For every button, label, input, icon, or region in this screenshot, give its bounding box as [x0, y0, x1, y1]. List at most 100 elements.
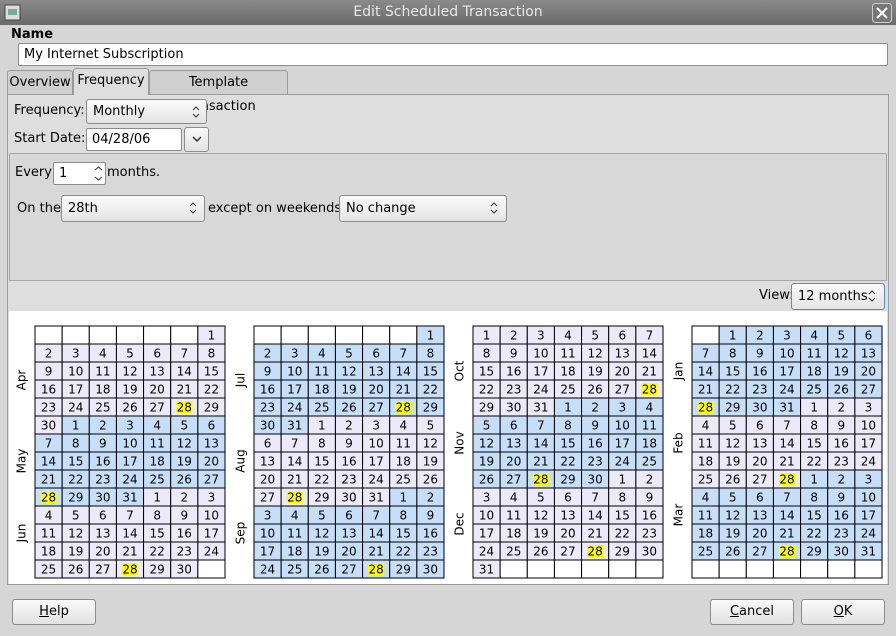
- help-button[interactable]: Help: [12, 599, 96, 625]
- month-label: Feb: [672, 432, 686, 453]
- tab-active[interactable]: Frequency: [73, 68, 149, 95]
- day-number: 23: [642, 527, 657, 541]
- frequency-combo[interactable]: Monthly: [86, 99, 207, 124]
- day-number: 13: [95, 527, 110, 541]
- day-number: 18: [506, 527, 521, 541]
- day-number: 4: [153, 419, 161, 433]
- day-number: 5: [427, 419, 435, 433]
- day-cell: [307, 325, 336, 345]
- day-number: 8: [208, 347, 216, 361]
- day-number: 9: [345, 437, 353, 451]
- day-number: 29: [479, 401, 494, 415]
- day-number: 10: [369, 437, 384, 451]
- day-number: 28: [533, 473, 548, 487]
- weekend-combo[interactable]: No change: [339, 195, 507, 222]
- day-number: 17: [533, 365, 548, 379]
- day-number: 30: [423, 563, 438, 577]
- cancel-button[interactable]: Cancel: [710, 599, 794, 625]
- day-number: 15: [725, 365, 740, 379]
- day-number: 14: [779, 437, 794, 451]
- day-cell: [334, 325, 364, 345]
- spin-arrows[interactable]: [92, 163, 105, 184]
- day-number: 18: [642, 437, 657, 451]
- day-number: 29: [615, 545, 630, 559]
- day-number: 8: [318, 437, 326, 451]
- day-number: 11: [560, 347, 575, 361]
- day-cell: [553, 559, 583, 579]
- day-number: 27: [341, 563, 356, 577]
- ok-button[interactable]: OK: [801, 599, 885, 625]
- day-number: 18: [150, 455, 165, 469]
- day-number: 8: [427, 347, 435, 361]
- highlight: [641, 383, 658, 395]
- day-number: 26: [68, 563, 83, 577]
- day-combo[interactable]: 28th: [61, 195, 205, 222]
- day-number: 19: [725, 527, 740, 541]
- day-number: 23: [506, 383, 521, 397]
- close-button[interactable]: [872, 3, 892, 23]
- day-number: 25: [150, 473, 165, 487]
- name-input[interactable]: My Internet Subscription: [18, 43, 888, 66]
- day-number: 30: [506, 401, 521, 415]
- start-date-input[interactable]: 04/28/06: [86, 128, 182, 151]
- day-number: 31: [369, 491, 384, 505]
- day-number: 9: [45, 365, 53, 379]
- day-number: 8: [618, 491, 626, 505]
- day-number: 7: [45, 437, 53, 451]
- day-number: 4: [702, 491, 710, 505]
- day-number: 15: [423, 365, 438, 379]
- button-label: OK: [833, 604, 853, 619]
- day-number: 25: [698, 473, 713, 487]
- day-number: 20: [204, 455, 219, 469]
- month-label: Aug: [234, 449, 248, 472]
- app-icon: [4, 4, 21, 21]
- highlight: [40, 491, 57, 503]
- tab[interactable]: Overview: [7, 70, 73, 94]
- day-number: 5: [126, 347, 134, 361]
- day-number: 1: [72, 419, 80, 433]
- day-number: 20: [260, 473, 275, 487]
- day-number: 16: [41, 383, 56, 397]
- day-number: 27: [861, 383, 876, 397]
- day-number: 1: [729, 329, 737, 343]
- day-number: 15: [615, 509, 630, 523]
- day-cell: [827, 559, 856, 579]
- day-cell: [772, 559, 802, 579]
- day-number: 9: [180, 509, 188, 523]
- combo-arrows: [490, 202, 498, 214]
- day-number: 31: [533, 401, 548, 415]
- day-number: 5: [729, 491, 737, 505]
- day-number: 11: [642, 419, 657, 433]
- day-number: 30: [752, 401, 767, 415]
- day-number: 21: [122, 545, 137, 559]
- name-label: Name: [11, 27, 54, 42]
- day-cell: [745, 559, 774, 579]
- day-number: 21: [177, 383, 192, 397]
- day-number: 1: [399, 491, 407, 505]
- day-number: 7: [783, 491, 791, 505]
- day-number: 8: [729, 347, 737, 361]
- day-cell: [416, 559, 445, 579]
- day-number: 27: [506, 473, 521, 487]
- day-number: 10: [533, 347, 548, 361]
- day-number: 14: [642, 347, 657, 361]
- day-number: 5: [72, 509, 80, 523]
- day-number: 1: [564, 401, 572, 415]
- every-spin[interactable]: 1: [53, 162, 106, 185]
- tab[interactable]: Template Transaction: [149, 70, 288, 114]
- day-number: 11: [506, 509, 521, 523]
- day-number: 16: [834, 509, 849, 523]
- day-number: 27: [369, 401, 384, 415]
- day-number: 4: [702, 419, 710, 433]
- day-number: 13: [260, 455, 275, 469]
- day-number: 10: [260, 527, 275, 541]
- view-combo[interactable]: 12 months: [791, 283, 885, 310]
- day-number: 25: [506, 545, 521, 559]
- day-number: 24: [779, 383, 794, 397]
- day-number: 15: [396, 527, 411, 541]
- every-label: Every: [15, 165, 52, 180]
- day-number: 16: [260, 383, 275, 397]
- day-number: 13: [506, 437, 521, 451]
- day-number: 20: [861, 365, 876, 379]
